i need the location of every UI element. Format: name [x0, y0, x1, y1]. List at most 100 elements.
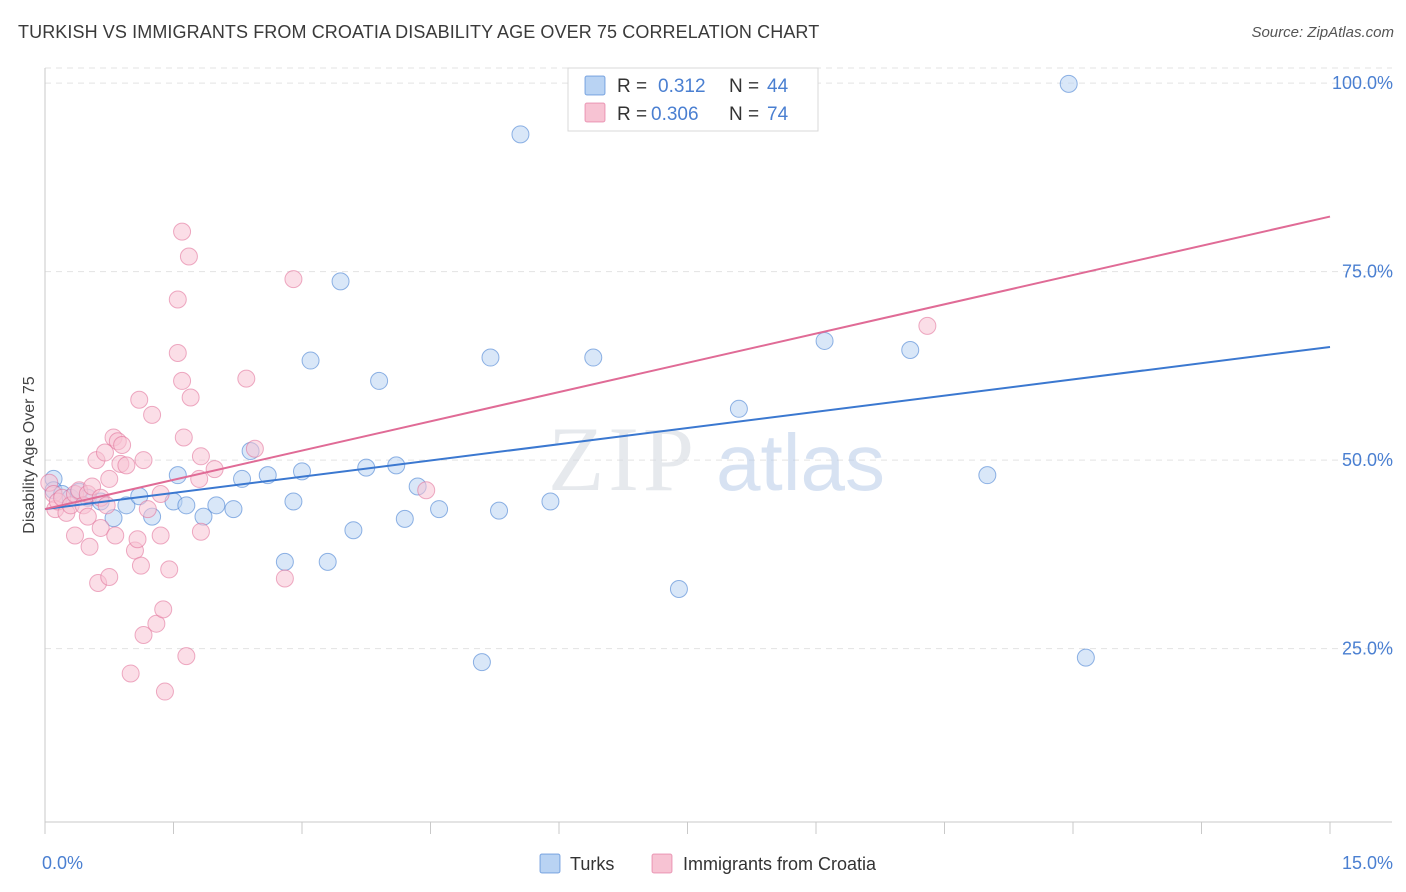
turks-point: [901, 340, 920, 359]
croatia-point: [245, 439, 264, 458]
legend-box: [567, 67, 819, 132]
croatia-point: [134, 626, 153, 645]
croatia-point: [143, 405, 162, 424]
turks-point: [284, 492, 303, 511]
turks-point: [1059, 74, 1078, 93]
croatia-point: [78, 507, 97, 526]
croatia-point: [275, 569, 294, 588]
croatia-point: [134, 451, 153, 470]
croatia-point: [237, 369, 256, 388]
legend-swatch-croatia: [651, 853, 673, 874]
legend-item-croatia: Immigrants from Croatia: [683, 854, 877, 874]
turks-point: [177, 496, 196, 515]
y-tick-label: 75.0%: [1342, 262, 1393, 282]
croatia-point: [91, 518, 110, 537]
turks-point: [395, 509, 414, 528]
turks-point: [541, 492, 560, 511]
turks-point: [729, 399, 748, 418]
legend-r-value: 0.312: [658, 76, 706, 97]
legend-r-value: 0.306: [651, 104, 699, 125]
data-points: [40, 74, 1095, 701]
croatia-point: [138, 500, 157, 519]
croatia-point: [154, 600, 173, 619]
legend-swatch-turks: [584, 75, 606, 96]
turks-point: [344, 521, 363, 540]
legend-n-value: 44: [767, 76, 789, 97]
croatia-point: [177, 647, 196, 666]
croatia-point: [151, 526, 170, 545]
croatia-point: [95, 443, 114, 462]
y-tick-label: 50.0%: [1342, 450, 1393, 470]
croatia-point: [191, 447, 210, 466]
turks-point: [224, 500, 243, 519]
turks-point: [430, 500, 449, 519]
turks-point: [472, 653, 491, 672]
croatia-point: [100, 567, 119, 586]
turks-point: [481, 348, 500, 367]
croatia-point: [284, 270, 303, 289]
croatia-point: [160, 560, 179, 579]
croatia-point: [113, 436, 132, 454]
turks-point: [301, 351, 320, 370]
turks-point: [370, 371, 389, 390]
croatia-point: [417, 481, 436, 500]
y-axis-label: Disability Age Over 75: [21, 376, 38, 534]
legend-n-value: 74: [767, 104, 789, 125]
croatia-point: [117, 456, 136, 475]
legend-n-label: N =: [729, 76, 759, 97]
turks-point: [669, 580, 688, 599]
turks-point: [117, 496, 136, 515]
croatia-point: [918, 316, 937, 335]
croatia-point: [131, 556, 150, 575]
turks-point: [815, 331, 834, 350]
turks-point: [275, 552, 294, 571]
turks-point: [318, 552, 337, 571]
legend-series: Turks Immigrants from Croatia: [539, 853, 877, 874]
legend-correlation: R = 0.312 N = 44 R = 0.306 N = 74: [567, 67, 819, 132]
chart-source: Source: ZipAtlas.com: [1251, 24, 1394, 41]
croatia-point: [100, 469, 119, 488]
croatia-point: [173, 371, 192, 390]
legend-r-label: R =: [617, 76, 647, 97]
croatia-point: [121, 664, 140, 683]
legend-swatch-croatia: [584, 102, 606, 123]
croatia-point: [168, 344, 187, 363]
croatia-point: [130, 390, 149, 409]
watermark-atlas: atlas: [716, 418, 885, 507]
turks-point: [207, 496, 226, 515]
croatia-point: [65, 526, 84, 545]
legend-item-turks: Turks: [570, 854, 614, 874]
croatia-trend-line: [44, 215, 1331, 511]
y-tick-label: 25.0%: [1342, 639, 1393, 659]
croatia-point: [80, 537, 99, 556]
axes: [44, 68, 1392, 834]
croatia-point: [191, 522, 210, 541]
croatia-point: [173, 222, 192, 241]
watermark: ZIP atlas: [548, 408, 885, 510]
croatia-point: [106, 526, 125, 545]
croatia-point: [179, 247, 198, 266]
croatia-point: [128, 530, 147, 549]
x-tick-label: 15.0%: [1342, 853, 1393, 873]
croatia-point: [174, 428, 193, 447]
watermark-zip: ZIP: [548, 408, 698, 510]
tick-labels: 25.0% 50.0% 75.0% 100.0% 0.0% 15.0%: [42, 73, 1393, 873]
turks-point: [978, 466, 997, 485]
grid-lines: [45, 67, 1392, 650]
croatia-point: [168, 290, 187, 309]
turks-point: [258, 466, 277, 485]
turks-trend-line: [44, 345, 1331, 511]
croatia-point: [181, 388, 200, 407]
legend-r-label: R =: [617, 104, 647, 125]
x-tick-label: 0.0%: [42, 853, 83, 873]
y-tick-label: 100.0%: [1332, 73, 1393, 93]
legend-swatch-turks: [539, 853, 561, 874]
turks-point: [331, 272, 350, 291]
chart-title: TURKISH VS IMMIGRANTS FROM CROATIA DISAB…: [18, 22, 820, 42]
turks-point: [511, 125, 530, 144]
turks-point: [1076, 648, 1095, 667]
croatia-point: [97, 496, 116, 515]
legend-n-label: N =: [729, 104, 759, 125]
croatia-point: [155, 682, 174, 701]
